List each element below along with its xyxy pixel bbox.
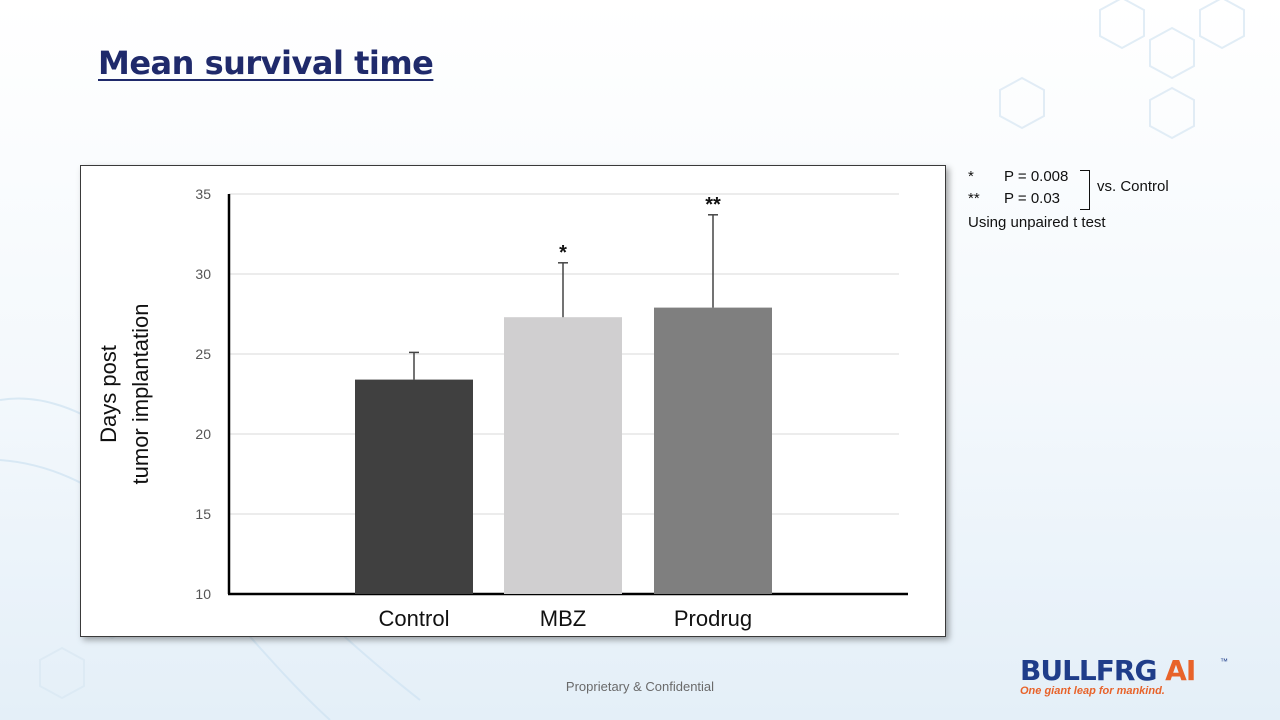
company-logo: BULLFRG AI ™ One giant leap for mankind. [1020, 655, 1235, 700]
stats-note: * P = 0.008 ** P = 0.03 vs. Control Usin… [968, 168, 1208, 238]
y-tick-label: 35 [195, 186, 211, 202]
comparison-label: vs. Control [1097, 178, 1169, 195]
logo-wordmark: BULLFRG AI [1020, 654, 1196, 687]
y-axis-label: Days post tumor implantation [96, 304, 153, 485]
y-tick-label: 10 [195, 586, 211, 602]
p-value-single: P = 0.008 [1004, 168, 1069, 185]
logo-part2: G [1134, 654, 1157, 687]
slide-title: Mean survival time [98, 44, 434, 82]
x-tick-label: MBZ [540, 606, 586, 631]
y-tick-label: 15 [195, 506, 211, 522]
test-method: Using unpaired t test [968, 214, 1106, 231]
logo-tagline: One giant leap for mankind. [1020, 685, 1165, 697]
significance-marker-single: * [968, 168, 974, 185]
y-axis-label-line: tumor implantation [128, 304, 153, 485]
y-axis-label-line: Days post [96, 345, 121, 443]
logo-part1: BULLFR [1020, 654, 1135, 687]
logo-trademark: ™ [1220, 657, 1228, 666]
bar [654, 307, 772, 594]
x-tick-label: Control [379, 606, 450, 631]
y-tick-label: 20 [195, 426, 211, 442]
y-tick-label: 25 [195, 346, 211, 362]
y-tick-label: 30 [195, 266, 211, 282]
significance-label: ** [705, 194, 721, 216]
bar [504, 317, 622, 594]
footer-text: Proprietary & Confidential [565, 679, 715, 694]
p-value-double: P = 0.03 [1004, 190, 1061, 207]
significance-label: * [559, 242, 567, 264]
bar-chart: 10 15 20 25 30 35 Control * MBZ ** Prodrug Days pos… [96, 186, 908, 631]
significance-marker-double: ** [968, 190, 980, 207]
logo-part3: AI [1156, 654, 1196, 687]
x-tick-label: Prodrug [674, 606, 752, 631]
chart-frame: 10 15 20 25 30 35 Control * MBZ ** Prodrug Days pos… [80, 165, 946, 637]
bar [355, 379, 473, 594]
bracket [1080, 170, 1090, 210]
